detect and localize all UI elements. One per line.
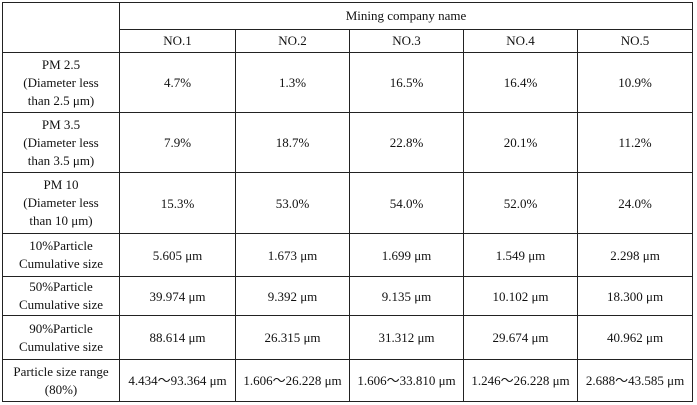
table-cell: 20.1% — [463, 112, 578, 174]
row-label: PM 2.5 (Diameter less than 2.5 μm) — [2, 51, 120, 114]
table-cell: 26.315 μm — [235, 315, 350, 361]
table-row: 90%Particle Cumulative size 88.614 μm 26.31… — [2, 315, 694, 361]
row-label-line: Cumulative size — [18, 338, 104, 354]
table-cell: 24.0% — [576, 172, 694, 234]
table-cell: 54.0% — [349, 172, 464, 234]
table-cell: 22.8% — [349, 112, 464, 174]
table-cell: 4.7% — [119, 51, 236, 114]
table-cell: 1.673 μm — [235, 232, 350, 278]
row-label-line: PM 3.5 — [41, 116, 81, 132]
row-label-line: (Diameter less — [23, 74, 99, 90]
table-cell: 52.0% — [463, 172, 578, 234]
row-label: PM 3.5 (Diameter less than 3.5 μm) — [2, 112, 120, 174]
row-label: 10%Particle Cumulative size — [2, 232, 120, 278]
table-cell: 39.974 μm — [119, 276, 236, 317]
row-label: Particle size range (80%) — [2, 359, 120, 402]
row-label: PM 10 (Diameter less than 10 μm) — [2, 172, 120, 234]
row-label-line: 50%Particle — [29, 279, 93, 295]
row-label-line: (Diameter less — [23, 134, 99, 150]
row-label-line: (Diameter less — [23, 195, 99, 210]
table-cell: 88.614 μm — [119, 315, 236, 361]
row-label-line: Cumulative size — [18, 297, 104, 313]
table-cell: 4.434～93.364 μm — [119, 359, 236, 402]
table-cell: 16.5% — [349, 51, 464, 114]
table-row: PM 10 (Diameter less than 10 μm) 15.3% 53.0%… — [2, 172, 694, 234]
table-cell: 9.392 μm — [235, 276, 350, 317]
table-row: PM 2.5 (Diameter less than 2.5 μm) 4.7% 1.3%… — [2, 51, 694, 114]
table-cell: 2.298 μm — [576, 232, 694, 278]
table-cell: 53.0% — [235, 172, 350, 234]
table-row: 10%Particle Cumulative size 5.605 μm 1.673 … — [2, 232, 694, 278]
row-label-line: PM 10 — [43, 177, 79, 192]
column-header: NO.1 — [119, 28, 236, 54]
table-cell: 18.7% — [235, 112, 350, 174]
table-cell: 15.3% — [119, 172, 236, 234]
table-cell: 10.102 μm — [463, 276, 578, 317]
corner-cell — [2, 2, 120, 53]
table-cell: 31.312 μm — [349, 315, 464, 361]
table-cell: 9.135 μm — [349, 276, 464, 317]
table-cell: 29.674 μm — [463, 315, 578, 361]
column-header: NO.4 — [463, 28, 578, 54]
table-cell: 1.3% — [235, 51, 350, 114]
row-label: 90%Particle Cumulative size — [2, 315, 120, 361]
row-label: 50%Particle Cumulative size — [2, 276, 120, 317]
header-row-columns: NO.1 NO.2 NO.3 NO.4 NO.5 — [3, 28, 694, 54]
table-cell: 18.300 μm — [576, 276, 694, 317]
table-cell: 16.4% — [463, 51, 578, 114]
row-label-line: Particle size range — [13, 363, 109, 379]
table-cell: 5.605 μm — [119, 232, 236, 278]
row-label-line: than 2.5 μm) — [27, 92, 95, 108]
column-header: NO.2 — [235, 28, 350, 54]
row-label-line: 10%Particle — [29, 238, 93, 254]
row-label-line: (80%) — [44, 381, 78, 397]
table-row: Particle size range (80%) 4.434～93.364 μm 1… — [2, 359, 694, 402]
table-cell: 10.9% — [576, 51, 694, 114]
table-cell: 1.699 μm — [349, 232, 464, 278]
row-label-line: 90%Particle — [29, 320, 93, 336]
table-cell: 40.962 μm — [576, 315, 694, 361]
group-header: Mining company name — [118, 2, 694, 30]
table-cell: 1.606～33.810 μm — [349, 359, 464, 402]
row-label-line: than 10 μm) — [29, 213, 93, 228]
table-cell: 1.549 μm — [463, 232, 578, 278]
table-row: PM 3.5 (Diameter less than 3.5 μm) 7.9% 18.7… — [2, 112, 694, 174]
table-cell: 1.246～26.228 μm — [463, 359, 578, 402]
table-cell: 7.9% — [119, 112, 236, 174]
header-row-group: Mining company name — [2, 2, 694, 53]
column-header: NO.5 — [576, 28, 694, 54]
table-cell: 2.688～43.585 μm — [576, 359, 694, 402]
row-label-line: PM 2.5 — [41, 56, 81, 72]
table-cell: 11.2% — [576, 112, 694, 174]
table-row: 50%Particle Cumulative size 39.974 μm 9.392… — [2, 276, 694, 317]
column-header: NO.3 — [349, 28, 464, 54]
row-label-line: Cumulative size — [18, 256, 104, 272]
row-label-line: than 3.5 μm) — [27, 152, 95, 168]
table-cell: 1.606～26.228 μm — [235, 359, 350, 402]
